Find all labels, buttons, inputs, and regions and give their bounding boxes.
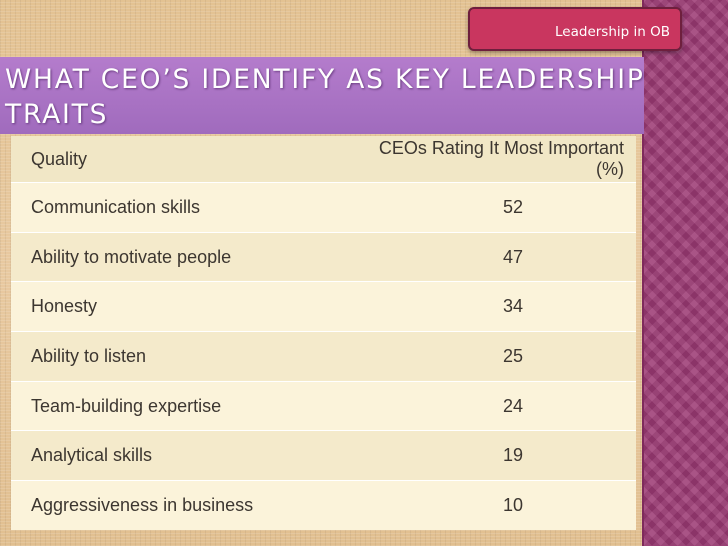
quality-cell: Aggressiveness in business [11,480,361,530]
table-header-row: Quality CEOs Rating It Most Important (%… [11,136,636,183]
table-row: Team-building expertise 24 [11,381,636,431]
section-badge: Leadership in OB [468,7,682,51]
section-badge-label: Leadership in OB [555,24,670,40]
table-row: Honesty 34 [11,281,636,332]
traits-table-panel: Quality CEOs Rating It Most Important (%… [11,136,636,530]
table-row: Ability to listen 25 [11,331,636,382]
table-row: Aggressiveness in business 10 [11,480,636,530]
title-band [0,57,644,134]
rating-cell: 19 [361,430,636,481]
slide-title: WHAT CEO’S IDENTIFY AS KEY LEADERSHIP TR… [5,64,645,130]
traits-table: Quality CEOs Rating It Most Important (%… [11,136,636,530]
rating-cell: 25 [361,331,636,382]
rating-cell: 34 [361,281,636,332]
quality-cell: Ability to listen [11,331,361,382]
rating-cell: 47 [361,232,636,282]
quality-cell: Honesty [11,281,361,332]
table-row: Communication skills 52 [11,182,636,233]
decorative-side-strip [642,0,728,546]
table-row: Analytical skills 19 [11,430,636,481]
quality-cell: Analytical skills [11,430,361,481]
column-header-rating: CEOs Rating It Most Important (%) [361,136,636,183]
rating-cell: 52 [361,182,636,233]
rating-cell: 10 [361,480,636,530]
table-row: Ability to motivate people 47 [11,232,636,282]
rating-cell: 24 [361,381,636,431]
quality-cell: Team-building expertise [11,381,361,431]
quality-cell: Ability to motivate people [11,232,361,282]
column-header-quality: Quality [11,136,361,183]
quality-cell: Communication skills [11,182,361,233]
